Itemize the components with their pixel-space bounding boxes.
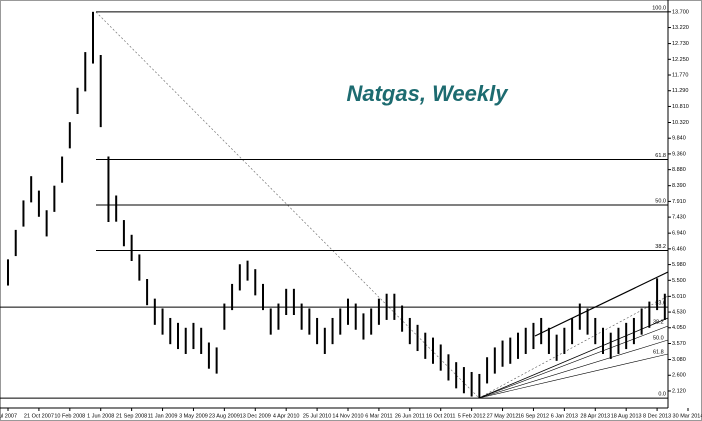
channel-lower [478, 317, 669, 399]
y-tick-label: 10.810 [672, 104, 689, 110]
y-tick-label: 13.220 [672, 25, 689, 31]
y-tick-label: 13.700 [672, 9, 689, 15]
x-tick-label: 6 Mar 2011 [365, 413, 392, 419]
y-tick-label: 8.390 [672, 183, 686, 189]
y-tick-label: 6.940 [672, 231, 686, 237]
y-tick-label: 11.290 [672, 88, 688, 94]
y-tick-label: 4.050 [672, 325, 686, 331]
y-tick-label: 2.600 [672, 373, 686, 379]
fib-label: 100.0 [652, 5, 666, 11]
fan-label: 61.8 [653, 349, 664, 355]
channel-upper [534, 271, 669, 337]
x-tick-label: 28 Apr 2013 [580, 413, 610, 419]
x-tick-label: 4 Apr 2010 [273, 413, 300, 419]
fib-label: 23.6 [655, 301, 666, 307]
fib-label: 0.0 [658, 392, 666, 398]
x-tick-label: 13 Dec 2009 [240, 413, 271, 419]
y-tick-label: 3.080 [672, 357, 686, 363]
chart-title: Natgas, Weekly [346, 81, 509, 106]
fib-label: 50.0 [655, 198, 666, 204]
x-tick-label: 16 Sep 2012 [518, 413, 549, 419]
x-tick-label: 11 Jan 2009 [148, 413, 178, 419]
fan-line [478, 353, 669, 399]
x-tick-label: 30 Mar 2014 [673, 413, 702, 419]
y-tick-label: 7.430 [672, 215, 686, 221]
x-tick-label: 26 Jun 2011 [395, 413, 425, 419]
y-tick-label: 12.250 [672, 57, 689, 63]
x-tick-label: 5 Feb 2012 [458, 413, 486, 419]
fib-label: 38.2 [655, 244, 666, 250]
y-tick-label: 6.460 [672, 246, 686, 252]
y-tick-label: 9.840 [672, 136, 686, 142]
y-tick-label: 2.120 [672, 388, 686, 394]
x-tick-label: 25 Jul 2010 [303, 413, 331, 419]
x-tick-label: 1 Jun 2008 [87, 413, 114, 419]
x-tick-label: 18 Aug 2013 [611, 413, 642, 419]
fan-line [478, 339, 669, 399]
x-tick-label: 23 Aug 2009 [209, 413, 240, 419]
y-tick-label: 11.770 [672, 72, 688, 78]
fan-line [478, 325, 669, 399]
x-tick-label: 8 Dec 2013 [643, 413, 671, 419]
x-tick-label: 3 May 2009 [179, 413, 208, 419]
x-tick-label: 27 May 2012 [487, 413, 519, 419]
x-tick-label: 21 Sep 2008 [116, 413, 147, 419]
y-tick-label: 8.880 [672, 167, 686, 173]
fan-label: 38.2 [653, 319, 664, 325]
y-tick-label: 10.320 [672, 120, 689, 126]
x-tick-label: 6 Jan 2013 [551, 413, 578, 419]
y-tick-label: 5.010 [672, 294, 686, 300]
x-tick-label: 10 Feb 2008 [54, 413, 85, 419]
y-tick-label: 9.360 [672, 151, 686, 157]
x-tick-label: 14 Nov 2010 [332, 413, 363, 419]
fib-label: 61.8 [655, 153, 666, 159]
y-tick-label: 7.910 [672, 199, 686, 205]
x-tick-label: 21 Oct 2007 [24, 413, 54, 419]
y-tick-label: 12.730 [672, 41, 689, 47]
y-tick-label: 4.530 [672, 310, 686, 316]
y-tick-label: 5.980 [672, 262, 686, 268]
y-tick-label: 3.570 [672, 341, 686, 347]
x-tick-label: ul 2007 [0, 413, 17, 419]
x-tick-label: 16 Oct 2011 [426, 413, 456, 419]
retracement-diagonal [95, 11, 480, 399]
fan-label: 50.0 [653, 335, 664, 341]
y-tick-label: 5.500 [672, 278, 686, 284]
